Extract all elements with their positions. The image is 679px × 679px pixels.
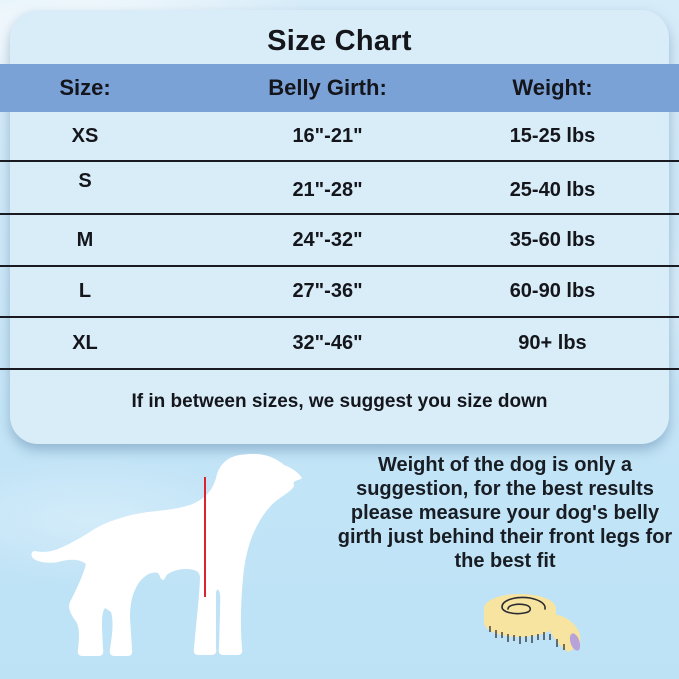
size-value: M bbox=[76, 228, 94, 251]
table-row: S 21"-28" 25-40 lbs bbox=[0, 162, 679, 215]
dog-silhouette-icon bbox=[28, 452, 306, 669]
instruction-line: Weight of the dog is only a bbox=[377, 454, 633, 476]
instruction-line: girth just behind their front legs for bbox=[337, 526, 673, 548]
measuring-tape-icon bbox=[480, 588, 590, 665]
girth-value: 16"-21" bbox=[292, 124, 363, 147]
measurement-instructions: Weight of the dog is only a suggestion, … bbox=[330, 453, 679, 573]
weight-value: 15-25 lbs bbox=[509, 124, 596, 147]
girth-value: 27"-36" bbox=[292, 280, 363, 302]
column-header-size: Size: bbox=[59, 75, 111, 100]
instruction-line: suggestion, for the best results bbox=[356, 478, 654, 500]
sizing-note: If in between sizes, we suggest you size… bbox=[131, 391, 548, 412]
belly-girth-measure-line bbox=[204, 477, 206, 597]
size-value: L bbox=[78, 280, 92, 302]
weight-value: 25-40 lbs bbox=[509, 179, 596, 201]
size-value: XS bbox=[71, 124, 99, 147]
column-header-weight: Weight: bbox=[512, 75, 593, 100]
weight-value: 90+ lbs bbox=[518, 331, 587, 354]
page-title: Size Chart bbox=[267, 25, 412, 57]
size-value: XL bbox=[72, 331, 98, 354]
table-header-row: Size: Belly Girth: Weight: bbox=[0, 64, 679, 112]
column-header-girth: Belly Girth: bbox=[268, 75, 387, 100]
girth-value: 21"-28" bbox=[292, 179, 363, 201]
table-row: M 24"-32" 35-60 lbs bbox=[0, 215, 679, 267]
table-row: XS 16"-21" 15-25 lbs bbox=[0, 112, 679, 162]
table-row: L 27"-36" 60-90 lbs bbox=[0, 267, 679, 318]
size-table-body: XS 16"-21" 15-25 lbs S 21"-28" 25-40 lbs… bbox=[0, 112, 679, 370]
girth-value: 32"-46" bbox=[292, 331, 363, 354]
size-value: S bbox=[78, 170, 92, 192]
weight-value: 35-60 lbs bbox=[509, 228, 596, 251]
table-row: XL 32"-46" 90+ lbs bbox=[0, 318, 679, 370]
instruction-line: please measure your dog's belly bbox=[350, 502, 660, 524]
instruction-line: the best fit bbox=[454, 550, 556, 572]
girth-value: 24"-32" bbox=[292, 228, 363, 251]
weight-value: 60-90 lbs bbox=[509, 280, 596, 302]
